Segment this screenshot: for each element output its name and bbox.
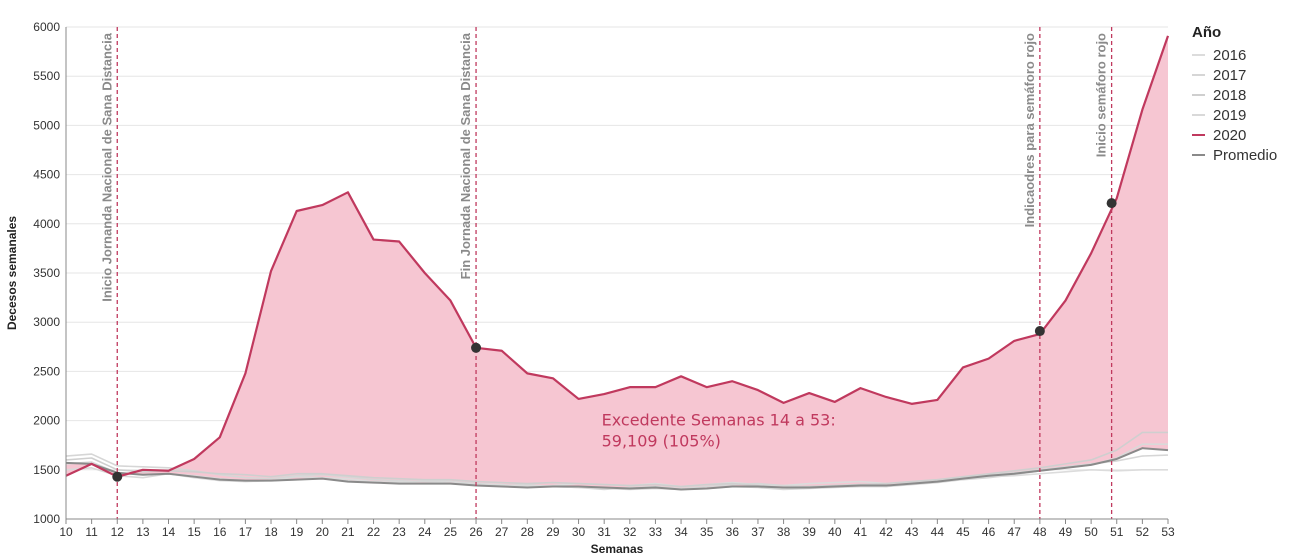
event-line-label: Indicaodres para semáforo rojo bbox=[1022, 33, 1037, 227]
legend-swatch bbox=[1192, 54, 1205, 56]
x-tick-label: 39 bbox=[803, 525, 817, 539]
event-marker bbox=[1034, 326, 1045, 337]
x-tick-label: 35 bbox=[700, 525, 714, 539]
legend-label: 2016 bbox=[1213, 46, 1247, 64]
excess-area bbox=[66, 35, 1168, 490]
y-tick-label: 3500 bbox=[33, 266, 60, 280]
x-tick-label: 22 bbox=[367, 525, 381, 539]
annotation-line-2: 59,109 (105%) bbox=[602, 432, 721, 451]
x-tick-label: 26 bbox=[469, 525, 483, 539]
y-tick-label: 4000 bbox=[33, 217, 60, 231]
series-line-promedio bbox=[65, 447, 1169, 491]
series-line-2020 bbox=[65, 35, 1170, 478]
x-tick-label: 52 bbox=[1136, 525, 1150, 539]
y-tick-label: 2500 bbox=[33, 364, 60, 378]
x-tick-label: 48 bbox=[1033, 525, 1047, 539]
x-tick-label: 12 bbox=[111, 525, 125, 539]
legend-swatch bbox=[1192, 154, 1205, 156]
x-tick-label: 42 bbox=[879, 525, 893, 539]
legend-item-promedio: Promedio bbox=[1192, 145, 1277, 165]
annotation-line-1: Excedente Semanas 14 a 53: bbox=[602, 411, 836, 430]
x-tick-label: 32 bbox=[623, 525, 637, 539]
legend-swatch bbox=[1192, 74, 1205, 76]
x-tick-label: 28 bbox=[521, 525, 535, 539]
x-axis-label: Semanas bbox=[591, 542, 644, 556]
y-axis-label: Decesos semanales bbox=[5, 216, 19, 330]
x-tick-label: 40 bbox=[828, 525, 842, 539]
event-line-label: Inicio semáforo rojo bbox=[1094, 33, 1109, 157]
legend-item-2020: 2020 bbox=[1192, 125, 1277, 145]
event-marker bbox=[471, 342, 482, 353]
event-marker bbox=[1106, 198, 1117, 209]
event-line-label: Inicio Jornanda Nacional de Sana Distanc… bbox=[99, 32, 114, 302]
x-tick-label: 46 bbox=[982, 525, 996, 539]
x-tick-label: 50 bbox=[1084, 525, 1098, 539]
event-lines: Inicio Jornanda Nacional de Sana Distanc… bbox=[99, 27, 1113, 519]
x-tick-label: 10 bbox=[59, 525, 73, 539]
legend-label: 2018 bbox=[1213, 86, 1247, 104]
x-tick-label: 43 bbox=[905, 525, 919, 539]
x-tick-label: 31 bbox=[598, 525, 612, 539]
x-tick-label: 27 bbox=[495, 525, 509, 539]
legend-item-2016: 2016 bbox=[1192, 45, 1277, 65]
legend-items: 2016 2017 2018 2019 2020 Promedio bbox=[1192, 45, 1277, 165]
y-tick-label: 5500 bbox=[33, 69, 60, 83]
legend-label: 2020 bbox=[1213, 126, 1247, 144]
x-tick-label: 34 bbox=[674, 525, 688, 539]
y-tick-label: 1500 bbox=[33, 463, 60, 477]
x-tick-label: 36 bbox=[726, 525, 740, 539]
excess-area-fill bbox=[66, 35, 1168, 490]
y-tick-label: 6000 bbox=[33, 20, 60, 34]
x-tick-label: 13 bbox=[136, 525, 150, 539]
y-tick-label: 3000 bbox=[33, 315, 60, 329]
series-line-2018 bbox=[65, 431, 1168, 489]
legend-item-2017: 2017 bbox=[1192, 65, 1277, 85]
legend-title: Año bbox=[1192, 24, 1222, 41]
legend-swatch bbox=[1192, 134, 1205, 136]
event-line-label: Fin Jornada Nacional de Sana Distancia bbox=[458, 32, 473, 279]
series-lines bbox=[65, 35, 1170, 491]
x-tick-label: 37 bbox=[751, 525, 765, 539]
x-tick-label: 18 bbox=[264, 525, 278, 539]
x-tick-label: 11 bbox=[85, 525, 98, 539]
event-markers bbox=[112, 198, 1117, 482]
legend-item-2018: 2018 bbox=[1192, 85, 1277, 105]
x-tick-label: 51 bbox=[1110, 525, 1124, 539]
x-tick-label: 29 bbox=[546, 525, 560, 539]
y-tick-label: 4500 bbox=[33, 168, 60, 182]
x-tick-label: 38 bbox=[777, 525, 791, 539]
legend-item-2019: 2019 bbox=[1192, 105, 1277, 125]
legend-label: Promedio bbox=[1213, 146, 1278, 164]
y-tick-label: 2000 bbox=[33, 414, 60, 428]
x-tick-label: 53 bbox=[1161, 525, 1175, 539]
legend-swatch bbox=[1192, 114, 1205, 116]
x-tick-label: 16 bbox=[213, 525, 227, 539]
x-tick-label: 44 bbox=[931, 525, 945, 539]
x-tick-label: 20 bbox=[316, 525, 330, 539]
x-tick-label: 25 bbox=[444, 525, 458, 539]
x-tick-label: 33 bbox=[649, 525, 663, 539]
x-tick-label: 24 bbox=[418, 525, 432, 539]
x-tick-label: 45 bbox=[956, 525, 970, 539]
x-tick-label: 15 bbox=[187, 525, 201, 539]
x-tick-label: 49 bbox=[1059, 525, 1073, 539]
x-tick-label: 21 bbox=[341, 525, 355, 539]
event-marker bbox=[112, 471, 123, 482]
x-tick-label: 19 bbox=[290, 525, 304, 539]
x-tick-label: 14 bbox=[162, 525, 176, 539]
legend-label: 2019 bbox=[1213, 106, 1247, 124]
x-tick-label: 30 bbox=[572, 525, 586, 539]
axes: 1000 1500 2000 2500 3000 3500 4000 4500 5000 5500… bbox=[33, 20, 1175, 539]
x-tick-label: 23 bbox=[392, 525, 406, 539]
x-tick-label: 41 bbox=[854, 525, 868, 539]
legend: Año 2016 2017 2018 2019 2020 Promedio bbox=[1192, 24, 1277, 165]
x-tick-label: 47 bbox=[1008, 525, 1022, 539]
legend-swatch bbox=[1192, 94, 1205, 96]
x-tick-label: 17 bbox=[239, 525, 253, 539]
legend-label: 2017 bbox=[1213, 66, 1247, 84]
y-tick-label: 1000 bbox=[33, 512, 60, 526]
y-tick-label: 5000 bbox=[33, 118, 60, 132]
